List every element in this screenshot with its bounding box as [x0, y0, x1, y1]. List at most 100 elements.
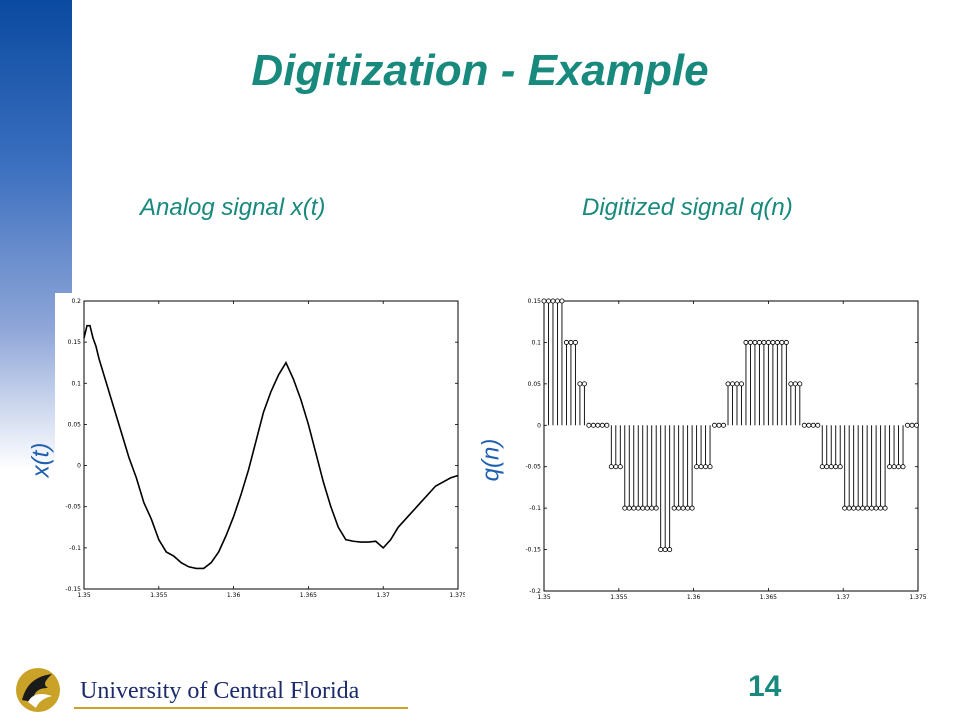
x-tick-label: 1.36 [687, 594, 701, 601]
y-tick-label: -0.1 [529, 505, 541, 512]
stem-marker [721, 422, 727, 428]
stem-marker [828, 464, 834, 470]
stem-marker [792, 381, 798, 387]
stem-marker [756, 339, 762, 345]
stem-marker [541, 298, 547, 304]
stem-marker [855, 505, 861, 511]
stem-marker [689, 505, 695, 511]
stem-marker [622, 505, 628, 511]
stem-marker [640, 505, 646, 511]
chart-background [55, 293, 465, 605]
stem-marker [671, 505, 677, 511]
y-tick-label: -0.1 [69, 545, 81, 552]
stem-marker [599, 422, 605, 428]
stem-marker [604, 422, 610, 428]
stem-marker [810, 422, 816, 428]
right-ylabel: q(n) [477, 438, 505, 482]
stem-marker [824, 464, 830, 470]
stem-marker [896, 464, 902, 470]
plot-frame [83, 300, 459, 590]
stem-marker [878, 505, 884, 511]
stem-marker [685, 505, 691, 511]
stem-marker [676, 505, 682, 511]
analog-signal-line [83, 324, 459, 570]
university-logo: University of Central Florida [8, 662, 428, 718]
stem-marker [801, 422, 807, 428]
y-tick-label: -0.2 [529, 588, 541, 595]
stem-marker [743, 339, 749, 345]
y-tick-label: -0.15 [65, 586, 81, 593]
stem-marker [586, 422, 592, 428]
stem-marker [658, 547, 664, 553]
stem-marker [554, 298, 560, 304]
stem-marker [613, 464, 619, 470]
stem-marker [568, 339, 574, 345]
stem-marker [837, 464, 843, 470]
pegasus-body-icon [28, 694, 52, 708]
stem-marker [815, 422, 821, 428]
y-tick-label: -0.05 [525, 464, 541, 471]
stem-marker [725, 381, 731, 387]
stem-marker [842, 505, 848, 511]
stem-marker [873, 505, 879, 511]
stem-marker [819, 464, 825, 470]
stem-marker [770, 339, 776, 345]
stem-marker [779, 339, 785, 345]
x-tick-label: 1.355 [610, 594, 627, 601]
stem-marker [617, 464, 623, 470]
stem-marker [905, 422, 911, 428]
stem-marker [900, 464, 906, 470]
organization-name: University of Central Florida [80, 678, 360, 704]
stem-marker [626, 505, 632, 511]
left-panel-heading: Analog signal x(t) [140, 194, 326, 221]
stem-marker [716, 422, 722, 428]
stem-marker [595, 422, 601, 428]
stem-marker [797, 381, 803, 387]
stem-marker [703, 464, 709, 470]
stem-marker [887, 464, 893, 470]
stem-marker [869, 505, 875, 511]
stem-marker [914, 422, 920, 428]
plot-frame [543, 300, 919, 592]
stem-marker [860, 505, 866, 511]
y-tick-label: 0 [77, 463, 81, 470]
x-tick-label: 1.36 [227, 592, 241, 599]
stem-marker [653, 505, 659, 511]
stem-marker [649, 505, 655, 511]
wordmark-bar [74, 674, 408, 704]
x-tick-label: 1.37 [837, 594, 851, 601]
stem-marker [550, 298, 556, 304]
stem-marker [752, 339, 758, 345]
stem-marker [765, 339, 771, 345]
stem-marker [545, 298, 551, 304]
y-tick-label: 0.05 [68, 421, 82, 428]
x-tick-label: 1.365 [300, 592, 317, 599]
y-tick-label: 0 [537, 422, 541, 429]
stem-marker [644, 505, 650, 511]
stem-marker [734, 381, 740, 387]
slide-title: Digitization - Example [251, 46, 709, 95]
stem-marker [761, 339, 767, 345]
stem-marker [608, 464, 614, 470]
y-tick-label: 0.2 [71, 298, 81, 305]
y-tick-label: 0.1 [71, 380, 81, 387]
stem-marker [563, 339, 569, 345]
stem-marker [909, 422, 915, 428]
x-tick-label: 1.37 [377, 592, 391, 599]
stem-marker [577, 381, 583, 387]
y-tick-label: -0.05 [65, 504, 81, 511]
y-tick-label: 0.05 [528, 381, 542, 388]
stem-marker [851, 505, 857, 511]
x-tick-label: 1.355 [150, 592, 167, 599]
stem-marker [891, 464, 897, 470]
stem-marker [738, 381, 744, 387]
stem-marker [662, 547, 668, 553]
x-tick-label: 1.35 [77, 592, 91, 599]
stem-marker [882, 505, 888, 511]
stem-marker [712, 422, 718, 428]
x-tick-label: 1.365 [760, 594, 777, 601]
stem-marker [783, 339, 789, 345]
page-number: 14 [748, 670, 782, 703]
stem-marker [680, 505, 686, 511]
stem-marker [747, 339, 753, 345]
